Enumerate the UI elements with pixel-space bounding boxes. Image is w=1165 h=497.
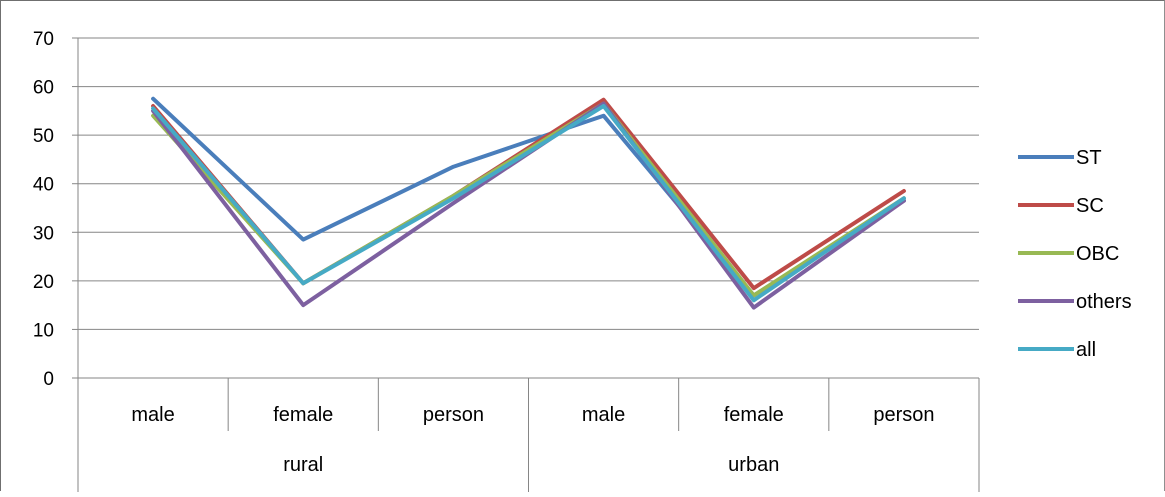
legend-label: OBC: [1076, 243, 1119, 265]
x-tick-label: person: [873, 404, 934, 426]
y-tick-label: 0: [43, 369, 54, 390]
group-label: rural: [283, 454, 323, 476]
legend-label: all: [1076, 339, 1096, 361]
legend-label: SC: [1076, 195, 1104, 217]
series-lines: [153, 99, 904, 308]
grid-lines: [78, 38, 979, 378]
series-line-SC: [153, 100, 904, 288]
y-tick-label: 60: [33, 78, 54, 99]
axes: 0 10 20 30 40 50 60 70 male female person male femal…: [33, 29, 979, 492]
legend-label: ST: [1076, 147, 1102, 169]
y-tick-label: 70: [33, 29, 54, 50]
legend: ST SC OBC others all: [1018, 147, 1132, 361]
series-line-OBC: [153, 104, 904, 296]
legend-item-ST: ST: [1018, 147, 1102, 169]
y-tick-label: 10: [33, 320, 54, 341]
legend-label: others: [1076, 291, 1132, 313]
x-tick-label: female: [273, 404, 333, 426]
x-tick-label: male: [582, 404, 625, 426]
x-tick-label: person: [423, 404, 484, 426]
group-label: urban: [728, 454, 779, 476]
legend-item-all: all: [1018, 339, 1096, 361]
y-tick-label: 30: [33, 223, 54, 244]
legend-item-OBC: OBC: [1018, 243, 1119, 265]
y-tick-label: 40: [33, 175, 54, 196]
x-tick-label: female: [724, 404, 784, 426]
y-tick-label: 50: [33, 126, 54, 147]
y-tick-label: 20: [33, 272, 54, 293]
x-tick-label: male: [131, 404, 174, 426]
legend-item-others: others: [1018, 291, 1132, 313]
legend-item-SC: SC: [1018, 195, 1104, 217]
